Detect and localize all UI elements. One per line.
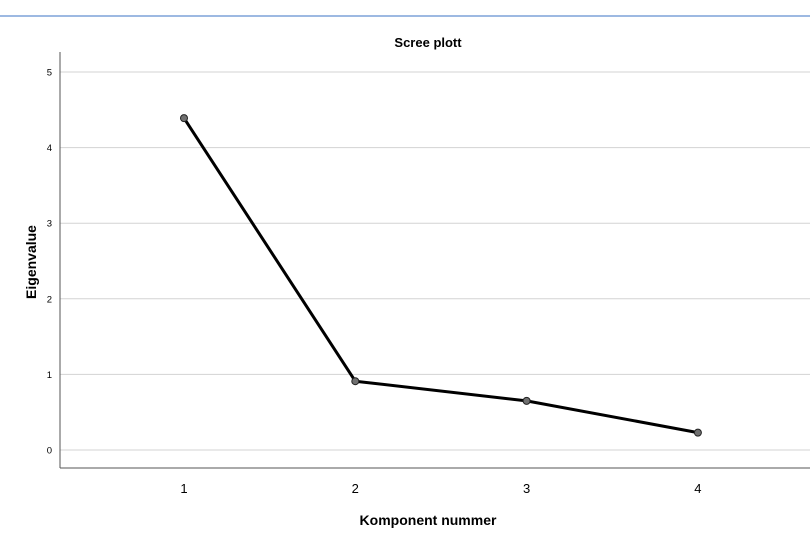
x-tick-label-3: 3 (523, 481, 530, 496)
x-tick-labels: 1 2 3 4 (180, 481, 701, 496)
gridlines (60, 71, 810, 451)
y-tick-label-5: 5 (47, 68, 52, 79)
x-tick-label-2: 2 (352, 481, 359, 496)
data-point-3 (522, 396, 531, 405)
y-tick-label-0: 0 (47, 446, 52, 457)
y-axis-title: Eigenvalue (23, 225, 39, 299)
series-layer (180, 114, 702, 437)
y-tick-label-2: 2 (47, 294, 52, 305)
y-tick-label-1: 1 (47, 370, 52, 381)
y-tick-label-4: 4 (47, 143, 52, 154)
data-point-1 (180, 114, 188, 123)
y-tick-label-3: 3 (47, 219, 52, 230)
series-line-0 (182, 116, 700, 435)
data-point-2 (351, 377, 360, 386)
chart-title: Scree plott (394, 35, 462, 50)
x-axis-title: Komponent nummer (360, 512, 497, 528)
x-tick-label-4: 4 (694, 481, 701, 496)
x-tick-label-1: 1 (180, 481, 187, 496)
data-point-4 (693, 428, 702, 437)
y-tick-labels: 0 1 2 3 4 5 (47, 68, 52, 457)
axes (59, 52, 810, 469)
